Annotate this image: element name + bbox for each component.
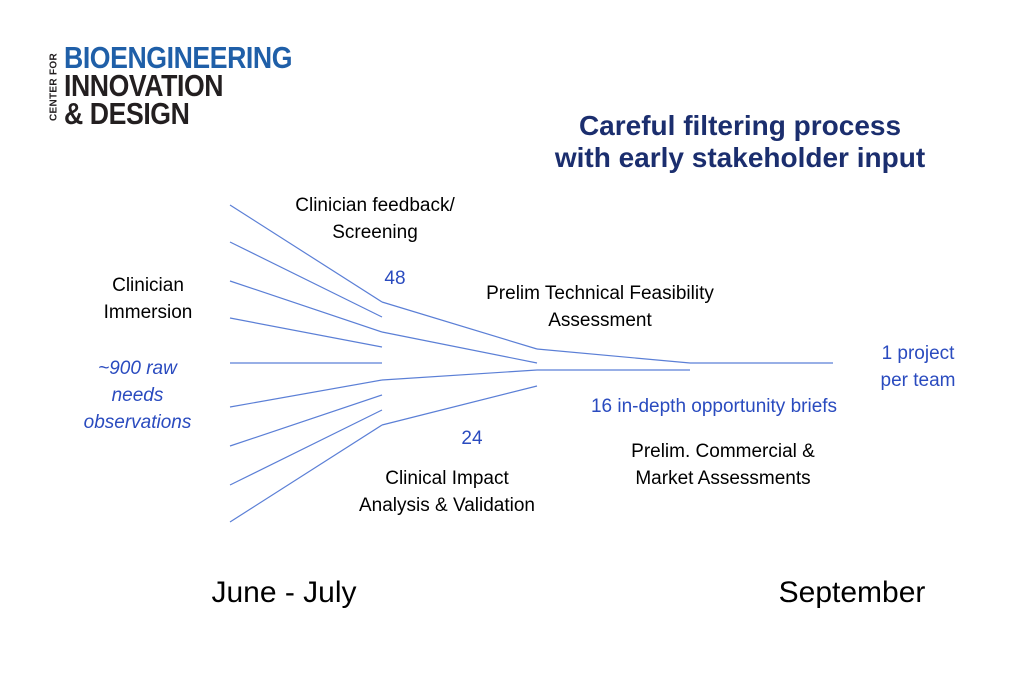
title-line-1: Careful filtering process: [578, 110, 902, 141]
count-48-label: 48: [384, 268, 406, 289]
end-period-label: September: [778, 576, 926, 609]
input-line: [229, 409, 383, 486]
input-line: [229, 424, 383, 523]
start-period-label: June - July: [211, 576, 357, 609]
technical-feasibility-label: Prelim Technical Feasibility Assessment: [486, 283, 714, 331]
input-line: [229, 241, 383, 318]
screening-line: [381, 385, 538, 426]
input-line: [229, 204, 383, 303]
logo-line-innovation: INNOVATION: [64, 68, 224, 103]
logo-line-bioengineering: BIOENGINEERING: [64, 40, 293, 75]
commercial-assessment-label: Prelim. Commercial & Market Assessments: [631, 441, 815, 489]
logo-line-design: & DESIGN: [64, 96, 190, 131]
clinical-impact-label: Clinical Impact Analysis & Validation: [358, 468, 536, 516]
input-line: [229, 317, 383, 348]
clinician-immersion-label: Clinician Immersion: [103, 275, 193, 323]
briefs-line: [536, 348, 691, 364]
screening-line: [381, 331, 538, 364]
one-project-label: 1 project per team: [880, 343, 956, 391]
opportunity-briefs-label: 16 in-depth opportunity briefs: [590, 396, 838, 417]
title-line-2: with early stakeholder input: [554, 142, 926, 173]
input-line: [229, 379, 383, 408]
clinician-feedback-label: Clinician feedback/ Screening: [295, 195, 455, 243]
input-line: [229, 394, 383, 447]
count-24-label: 24: [461, 428, 483, 449]
center-logo: CENTER FOR BIOENGINEERING INNOVATION & D…: [46, 40, 306, 132]
slide-title: Careful filtering process with early sta…: [520, 110, 960, 174]
screening-line: [381, 301, 538, 350]
input-line: [229, 280, 383, 333]
raw-needs-label: ~900 raw needs observations: [83, 358, 192, 433]
screening-line: [381, 369, 538, 381]
